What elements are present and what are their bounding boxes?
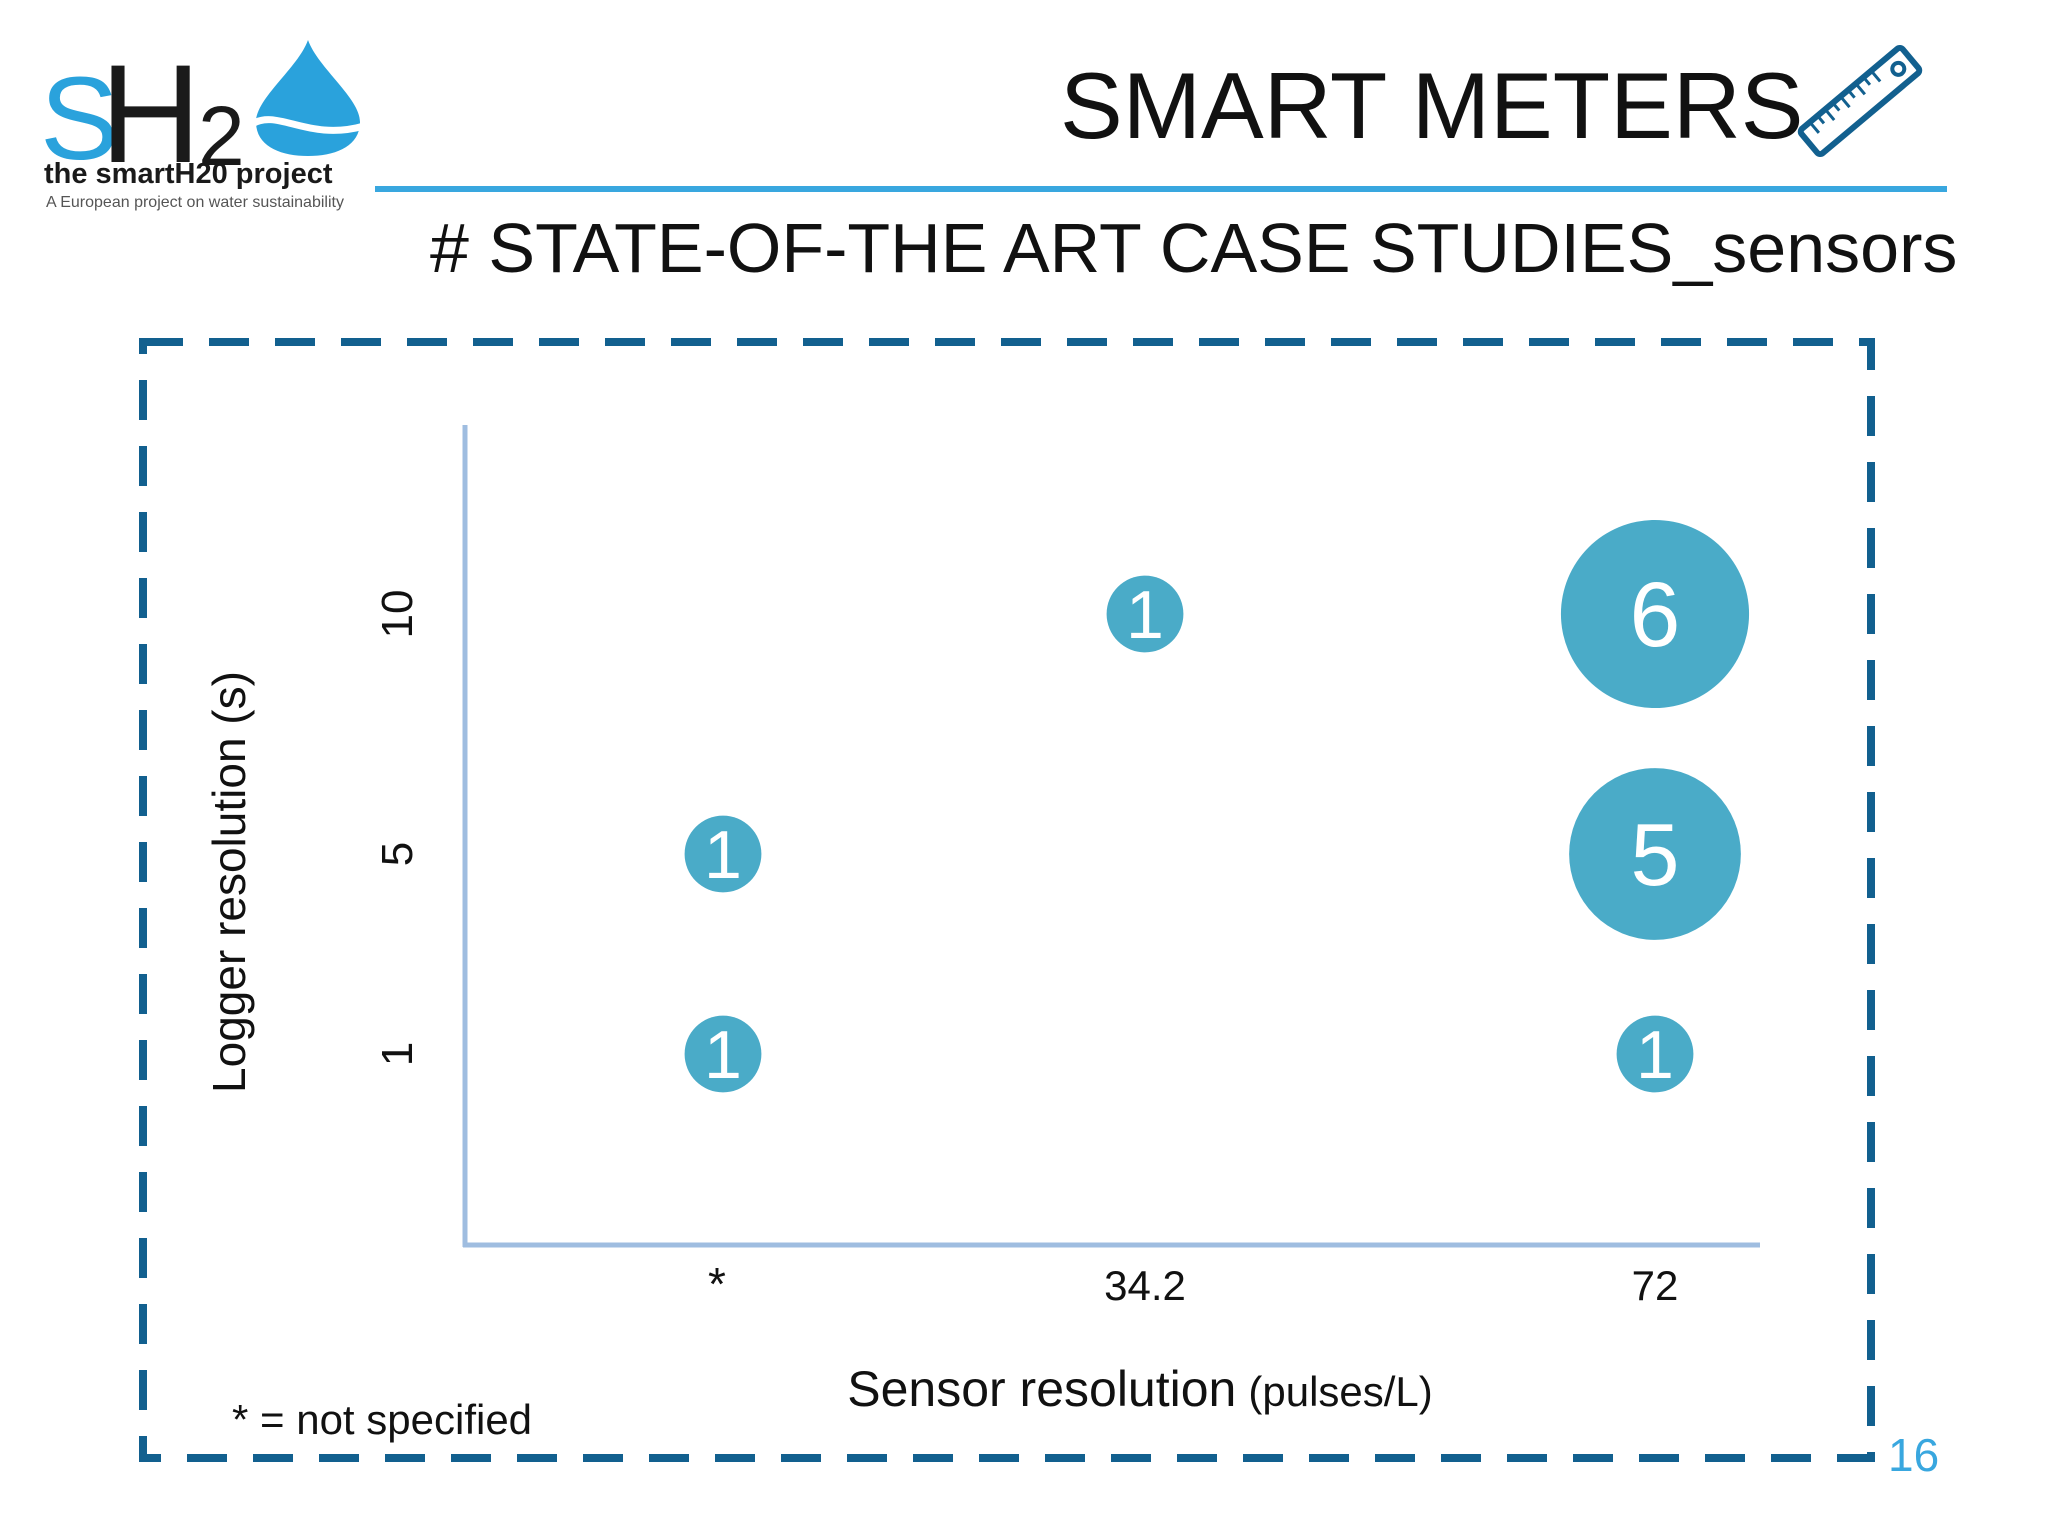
bubble-count-label: 1 xyxy=(704,1017,742,1093)
bubble-count-label: 1 xyxy=(1636,1017,1674,1093)
bubble-count-label: 5 xyxy=(1631,805,1680,904)
page-title: SMART METERS xyxy=(1060,53,1804,158)
x-tick-label: 34.2 xyxy=(1104,1262,1186,1309)
x-tick-labels: * 34.2 72 xyxy=(708,1258,1678,1310)
logo-letter-h: H xyxy=(100,35,202,192)
ruler-icon xyxy=(1797,44,1923,158)
x-axis-label-main: Sensor resolution xyxy=(847,1361,1236,1417)
page-subtitle: # STATE-OF-THE ART CASE STUDIES_sensors xyxy=(430,209,1958,287)
bubble xyxy=(1560,519,1750,709)
bubble-count-label: 1 xyxy=(1126,577,1164,653)
page-number: 16 xyxy=(1888,1429,1940,1481)
smarth2o-logo: S H 2 the smartH20 project A European pr… xyxy=(40,35,365,218)
bubble xyxy=(1569,768,1741,940)
y-tick-label: 5 xyxy=(373,842,422,866)
dashed-frame xyxy=(139,338,1875,1462)
logo-digit-2: 2 xyxy=(198,89,245,183)
x-axis-label: Sensor resolution (pulses/L) xyxy=(847,1361,1433,1417)
y-tick-label: 1 xyxy=(373,1042,422,1066)
x-tick-label: * xyxy=(708,1258,726,1310)
x-tick-label: 72 xyxy=(1632,1262,1679,1309)
bubble xyxy=(1616,1015,1694,1093)
logo-subtitle: A European project on water sustainabili… xyxy=(46,194,344,211)
y-axis-label: Logger resolution (s) xyxy=(203,671,255,1093)
logo-tagline: the smartH20 project xyxy=(44,158,333,190)
water-drop-icon xyxy=(250,40,365,156)
bubble xyxy=(684,1015,762,1093)
bubble-count-label: 6 xyxy=(1630,564,1681,666)
bubble xyxy=(1106,575,1184,653)
bubble-count-label: 1 xyxy=(704,817,742,893)
logo-letter-s: S xyxy=(40,53,119,185)
bubble xyxy=(684,815,762,893)
title-divider xyxy=(375,186,1947,192)
bubbles: 1 1 1 6 5 1 xyxy=(684,519,1750,1093)
y-tick-label: 10 xyxy=(373,590,422,639)
x-axis-label-unit: (pulses/L) xyxy=(1248,1368,1432,1415)
footnote: * = not specified xyxy=(232,1396,533,1443)
